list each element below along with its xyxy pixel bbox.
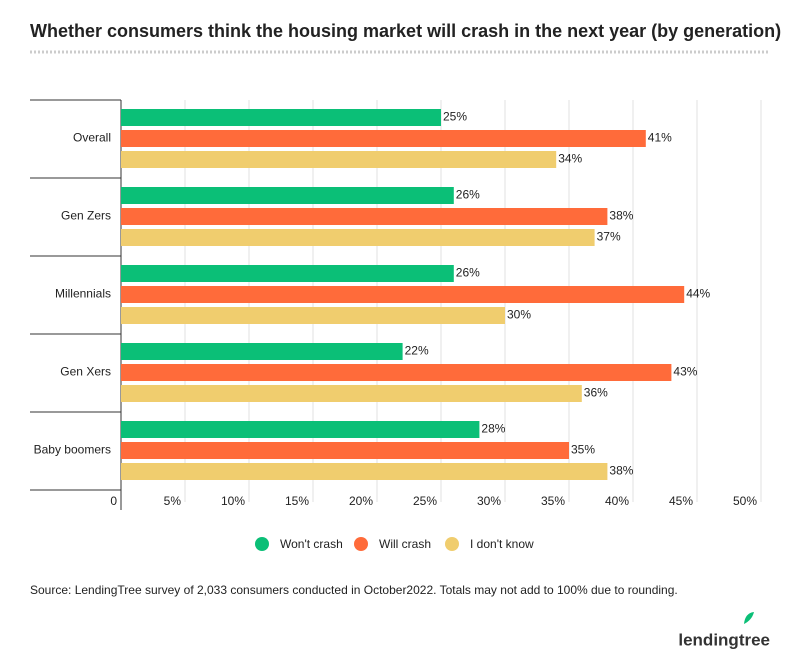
bar	[121, 463, 608, 480]
y-tick-label: Baby boomers	[34, 443, 111, 457]
legend-label: Won't crash	[280, 537, 343, 551]
x-tick-label: 10%	[221, 494, 245, 508]
value-label: 25%	[443, 110, 467, 124]
value-label: 26%	[456, 188, 480, 202]
source-note: Source: LendingTree survey of 2,033 cons…	[30, 583, 678, 597]
x-tick-label: 30%	[477, 494, 501, 508]
x-tick-label: 40%	[605, 494, 629, 508]
bar	[121, 208, 608, 225]
bar	[121, 307, 505, 324]
chart-title: Whether consumers think the housing mark…	[30, 21, 781, 41]
bar	[121, 229, 595, 246]
bar	[121, 151, 557, 168]
bar	[121, 265, 454, 282]
brand-leaf	[744, 612, 754, 624]
bar	[121, 343, 403, 360]
value-label: 43%	[673, 365, 697, 379]
brand-logo: lendingtree	[678, 630, 770, 649]
y-tick-label: Overall	[73, 131, 111, 145]
bar	[121, 385, 582, 402]
legend-swatch	[354, 537, 368, 551]
value-label: 22%	[405, 344, 429, 358]
y-tick-label: Millennials	[55, 287, 111, 301]
x-tick-label: 50%	[733, 494, 757, 508]
legend-label: I don't know	[470, 537, 534, 551]
value-label: 38%	[609, 209, 633, 223]
x-tick-label: 5%	[164, 494, 182, 508]
bar	[121, 364, 672, 381]
value-label: 34%	[558, 152, 582, 166]
bar	[121, 286, 685, 303]
bar	[121, 187, 454, 204]
x-tick-label: 15%	[285, 494, 309, 508]
value-label: 44%	[686, 287, 710, 301]
legend-swatch	[255, 537, 269, 551]
x-tick-label: 35%	[541, 494, 565, 508]
x-tick-label: 0	[110, 494, 117, 508]
value-label: 28%	[481, 422, 505, 436]
value-label: 38%	[609, 464, 633, 478]
bar	[121, 421, 480, 438]
bar	[121, 130, 646, 147]
value-label: 37%	[597, 230, 621, 244]
x-tick-label: 20%	[349, 494, 373, 508]
bar	[121, 442, 569, 459]
y-tick-label: Gen Xers	[60, 365, 111, 379]
x-tick-label: 45%	[669, 494, 693, 508]
legend-label: Will crash	[379, 537, 431, 551]
value-label: 35%	[571, 443, 595, 457]
value-label: 30%	[507, 308, 531, 322]
value-label: 41%	[648, 131, 672, 145]
bar	[121, 109, 441, 126]
x-tick-label: 25%	[413, 494, 437, 508]
legend-swatch	[445, 537, 459, 551]
value-label: 36%	[584, 386, 608, 400]
y-tick-label: Gen Zers	[61, 209, 111, 223]
value-label: 26%	[456, 266, 480, 280]
